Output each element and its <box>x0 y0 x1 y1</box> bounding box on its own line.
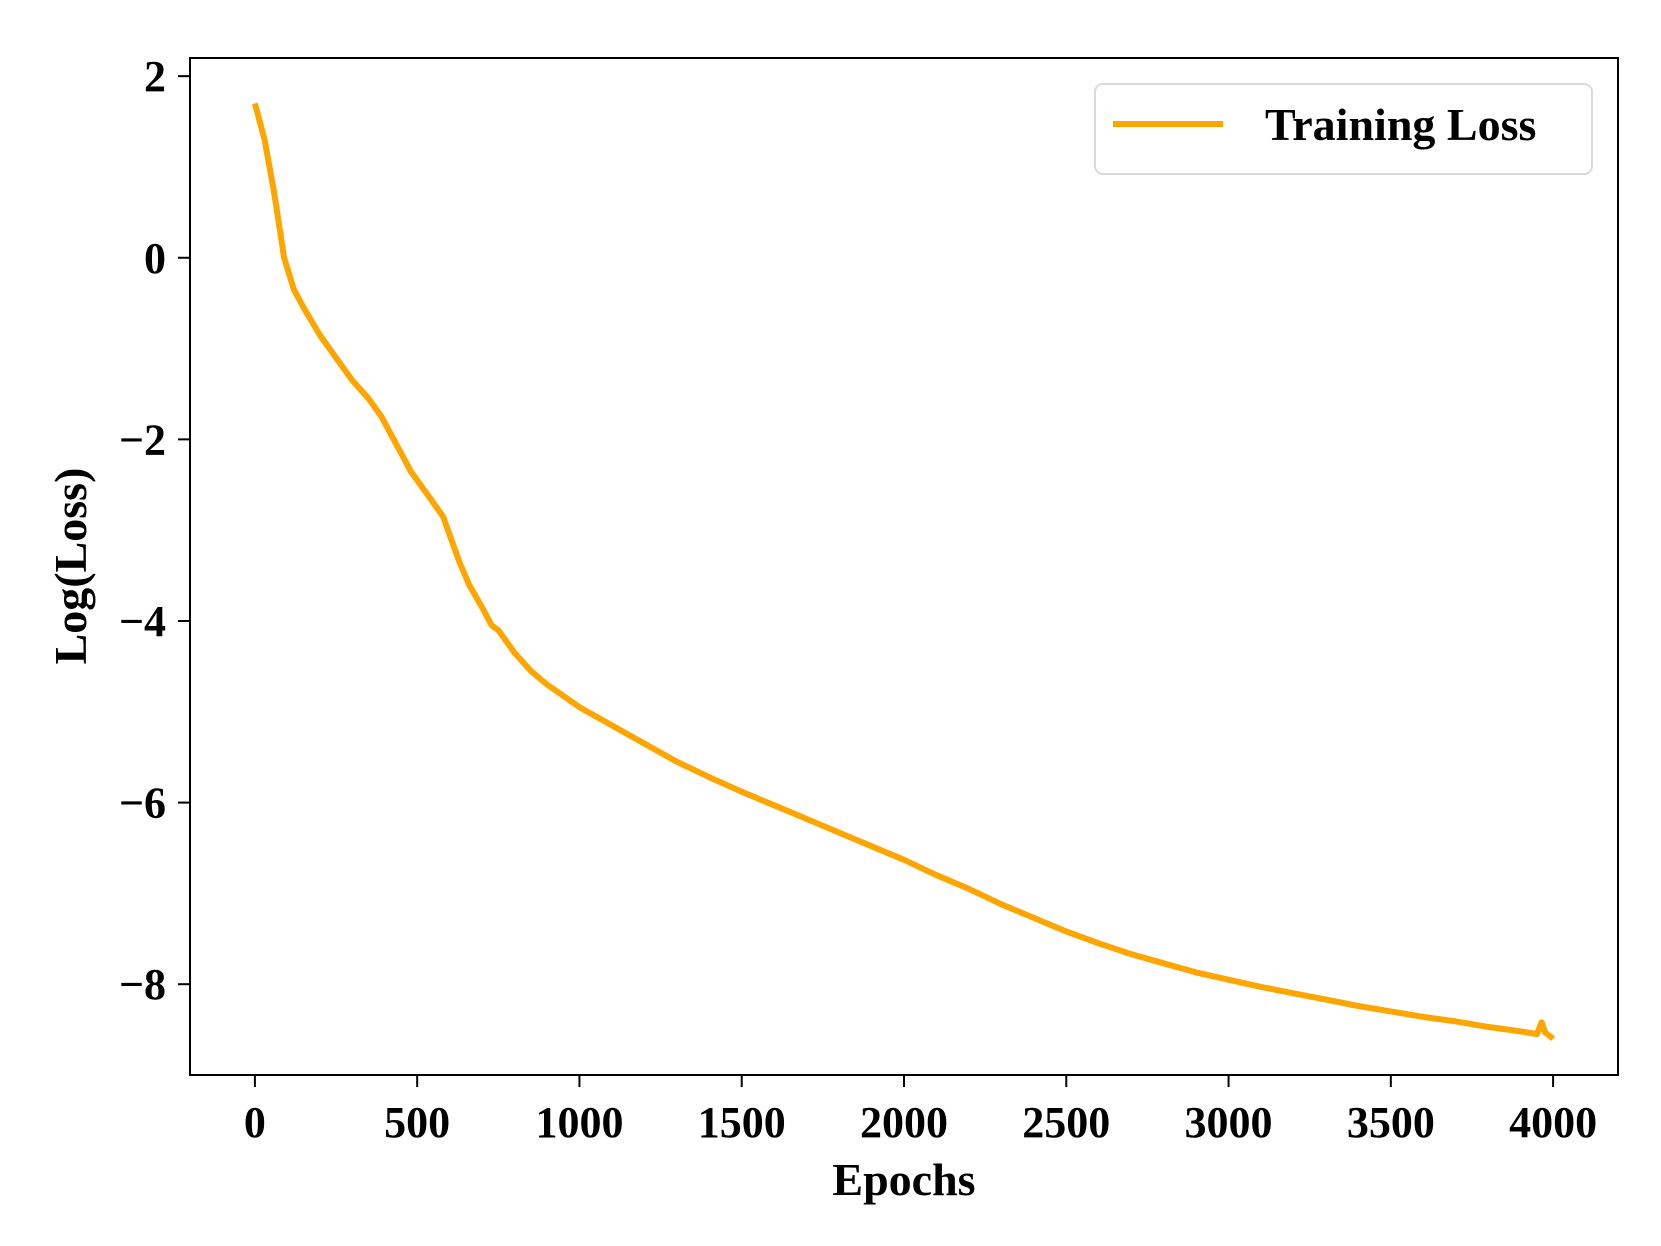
x-tick-label: 2500 <box>1022 1098 1110 1147</box>
x-tick-label: 2000 <box>860 1098 948 1147</box>
y-axis-label: Log(Loss) <box>45 468 96 665</box>
legend-box <box>1094 83 1593 175</box>
x-tick-label: 500 <box>384 1098 450 1147</box>
x-tick-label: 4000 <box>1509 1098 1597 1147</box>
y-tick-label: −8 <box>119 960 166 1009</box>
x-tick-label: 3000 <box>1185 1098 1273 1147</box>
y-tick-label: −4 <box>119 597 166 646</box>
y-axis-ticks: 2 0 −2 −4 −6 −8 <box>119 52 190 1009</box>
x-tick-label: 3500 <box>1347 1098 1435 1147</box>
x-tick-label: 1000 <box>535 1098 623 1147</box>
y-tick-label: 0 <box>144 234 166 283</box>
legend-label-training-loss: Training Loss <box>1265 99 1536 150</box>
x-tick-label: 0 <box>244 1098 266 1147</box>
y-tick-label: −2 <box>119 415 166 464</box>
series-layer <box>252 102 1555 1042</box>
x-axis-ticks: 0 500 1000 1500 2000 2500 3000 3500 4000 <box>244 1075 1597 1147</box>
y-tick-label: −6 <box>119 779 166 828</box>
x-axis-label: Epochs <box>832 1154 975 1205</box>
y-tick-label: 2 <box>144 52 166 101</box>
legend: Training Loss <box>1094 83 1593 175</box>
series-line-training-loss <box>252 102 1555 1042</box>
x-tick-label: 1500 <box>698 1098 786 1147</box>
plot-area <box>189 57 1619 1076</box>
